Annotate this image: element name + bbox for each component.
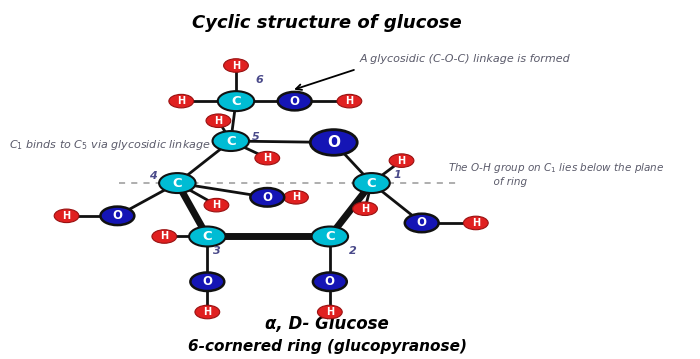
Text: 3: 3 bbox=[213, 246, 220, 256]
Circle shape bbox=[354, 173, 390, 193]
Text: $C_1$ binds to $C_5$ via glycosidic linkage: $C_1$ binds to $C_5$ via glycosidic link… bbox=[9, 137, 211, 151]
Circle shape bbox=[389, 154, 414, 167]
Text: Cyclic structure of glucose: Cyclic structure of glucose bbox=[193, 14, 462, 32]
Text: H: H bbox=[160, 232, 169, 242]
Text: H: H bbox=[212, 200, 220, 210]
Text: C: C bbox=[202, 230, 212, 243]
Text: C: C bbox=[226, 135, 236, 148]
Text: H: H bbox=[361, 204, 369, 214]
Text: α, D- Glucose: α, D- Glucose bbox=[265, 315, 389, 333]
Text: C: C bbox=[172, 177, 182, 190]
Circle shape bbox=[310, 130, 357, 155]
Circle shape bbox=[206, 114, 231, 127]
Text: O: O bbox=[327, 135, 340, 150]
Text: H: H bbox=[177, 96, 186, 106]
Text: O: O bbox=[202, 275, 212, 288]
Circle shape bbox=[159, 173, 195, 193]
Circle shape bbox=[223, 59, 248, 72]
Circle shape bbox=[251, 188, 284, 206]
Text: 4: 4 bbox=[148, 171, 156, 181]
Text: H: H bbox=[326, 307, 334, 317]
Circle shape bbox=[278, 92, 312, 111]
Text: C: C bbox=[231, 95, 241, 108]
Text: C: C bbox=[325, 230, 335, 243]
Circle shape bbox=[353, 202, 377, 215]
Circle shape bbox=[169, 94, 194, 108]
Circle shape bbox=[54, 209, 79, 223]
Text: A glycosidic (C-O-C) linkage is formed: A glycosidic (C-O-C) linkage is formed bbox=[360, 54, 570, 64]
Text: O: O bbox=[290, 95, 300, 108]
Text: 2: 2 bbox=[349, 246, 357, 256]
Circle shape bbox=[152, 230, 176, 243]
Text: C: C bbox=[367, 177, 377, 190]
Text: H: H bbox=[292, 192, 300, 202]
Circle shape bbox=[204, 199, 229, 212]
Text: H: H bbox=[214, 116, 223, 126]
Text: 6: 6 bbox=[256, 75, 263, 85]
Circle shape bbox=[284, 191, 308, 204]
Text: O: O bbox=[113, 209, 122, 222]
Text: H: H bbox=[263, 153, 272, 163]
Circle shape bbox=[405, 214, 439, 232]
Text: H: H bbox=[345, 96, 354, 106]
Text: H: H bbox=[398, 155, 405, 165]
Text: O: O bbox=[325, 275, 335, 288]
Circle shape bbox=[218, 91, 254, 111]
Text: 1: 1 bbox=[393, 170, 401, 180]
Text: H: H bbox=[232, 61, 240, 70]
Text: H: H bbox=[203, 307, 211, 317]
Circle shape bbox=[100, 206, 134, 225]
Text: H: H bbox=[62, 211, 71, 221]
Circle shape bbox=[313, 272, 346, 291]
Circle shape bbox=[213, 131, 249, 151]
Text: O: O bbox=[262, 191, 272, 204]
Text: The O-H group on $C_1$ lies below the plane
              of ring: The O-H group on $C_1$ lies below the pl… bbox=[448, 161, 664, 187]
Circle shape bbox=[337, 94, 362, 108]
Text: 6-cornered ring (glucopyranose): 6-cornered ring (glucopyranose) bbox=[188, 339, 467, 354]
Circle shape bbox=[312, 227, 348, 247]
Circle shape bbox=[255, 151, 280, 165]
Text: H: H bbox=[472, 218, 480, 228]
Circle shape bbox=[189, 227, 225, 247]
Circle shape bbox=[463, 216, 488, 230]
Circle shape bbox=[318, 305, 342, 319]
Circle shape bbox=[195, 305, 220, 319]
Text: 5: 5 bbox=[251, 132, 260, 141]
Text: O: O bbox=[416, 216, 427, 229]
Circle shape bbox=[190, 272, 224, 291]
